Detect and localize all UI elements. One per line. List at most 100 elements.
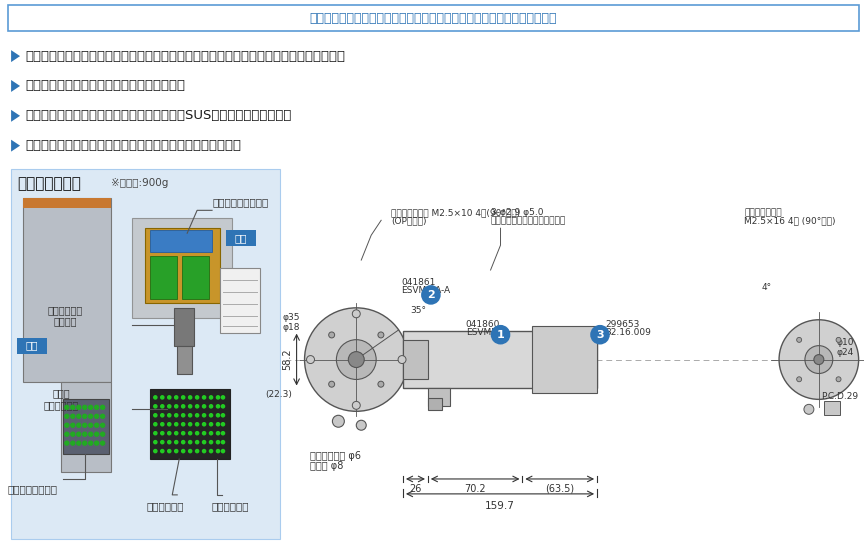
Circle shape xyxy=(175,449,178,453)
Circle shape xyxy=(94,424,99,427)
Circle shape xyxy=(83,414,87,418)
Circle shape xyxy=(71,441,74,445)
Text: 32.16.009: 32.16.009 xyxy=(605,328,650,337)
Circle shape xyxy=(349,351,364,367)
Circle shape xyxy=(202,396,206,399)
Circle shape xyxy=(77,405,80,409)
Text: ESVMR-A-A: ESVMR-A-A xyxy=(401,286,450,295)
Text: 159.7: 159.7 xyxy=(485,501,515,511)
Circle shape xyxy=(195,396,199,399)
FancyBboxPatch shape xyxy=(177,345,192,373)
FancyBboxPatch shape xyxy=(183,256,209,299)
Circle shape xyxy=(175,422,178,426)
Text: 70.2: 70.2 xyxy=(465,484,486,494)
Circle shape xyxy=(94,441,99,445)
Text: 供給口 φ8: 供給口 φ8 xyxy=(310,461,343,471)
Text: 微細なワークの確認には微細センサーユニットが最適です。: 微細なワークの確認には微細センサーユニットが最適です。 xyxy=(25,139,241,152)
Circle shape xyxy=(77,432,80,436)
Circle shape xyxy=(189,449,192,453)
Text: 041861: 041861 xyxy=(401,278,435,287)
Circle shape xyxy=(329,332,335,338)
Circle shape xyxy=(216,441,220,444)
Circle shape xyxy=(195,432,199,435)
Text: 円筒マルチエジェクターは、ジャングルジムSUSパイプの接続も可能。: 円筒マルチエジェクターは、ジャングルジムSUSパイプの接続も可能。 xyxy=(25,109,292,122)
Bar xyxy=(403,331,597,388)
Circle shape xyxy=(168,405,171,408)
Circle shape xyxy=(216,432,220,435)
FancyBboxPatch shape xyxy=(226,230,256,246)
Circle shape xyxy=(65,432,69,436)
Circle shape xyxy=(100,405,105,409)
Polygon shape xyxy=(11,80,20,92)
Circle shape xyxy=(195,441,199,444)
Circle shape xyxy=(161,441,163,444)
Circle shape xyxy=(168,396,171,399)
Circle shape xyxy=(209,449,213,453)
Circle shape xyxy=(182,396,185,399)
Circle shape xyxy=(209,396,213,399)
Circle shape xyxy=(154,449,157,453)
Circle shape xyxy=(154,405,157,408)
Bar xyxy=(532,326,597,393)
Text: (OP取付用): (OP取付用) xyxy=(391,216,426,225)
Bar xyxy=(428,388,450,406)
Text: 小型で高機能なマルチエジェクターを採用。: 小型で高機能なマルチエジェクターを採用。 xyxy=(25,79,185,92)
Circle shape xyxy=(175,396,178,399)
Polygon shape xyxy=(11,140,20,152)
Bar xyxy=(403,340,428,379)
Circle shape xyxy=(306,356,315,364)
Circle shape xyxy=(491,326,509,344)
Circle shape xyxy=(71,424,74,427)
Text: 3-φ2.9 φ5.0: 3-φ2.9 φ5.0 xyxy=(490,208,543,217)
Circle shape xyxy=(189,441,192,444)
Text: φ18: φ18 xyxy=(282,323,299,332)
Circle shape xyxy=(221,441,225,444)
Circle shape xyxy=(202,441,206,444)
Circle shape xyxy=(195,414,199,417)
Circle shape xyxy=(154,396,157,399)
Circle shape xyxy=(65,441,69,445)
FancyBboxPatch shape xyxy=(17,338,47,354)
Circle shape xyxy=(332,415,344,427)
Circle shape xyxy=(154,422,157,426)
Circle shape xyxy=(77,441,80,445)
Circle shape xyxy=(189,422,192,426)
Circle shape xyxy=(100,432,105,436)
Circle shape xyxy=(378,332,384,338)
Circle shape xyxy=(202,422,206,426)
FancyBboxPatch shape xyxy=(151,389,230,459)
Circle shape xyxy=(216,449,220,453)
Circle shape xyxy=(209,405,213,408)
Circle shape xyxy=(71,432,74,436)
Circle shape xyxy=(100,441,105,445)
Bar xyxy=(428,398,442,410)
Circle shape xyxy=(182,432,185,435)
Circle shape xyxy=(352,402,360,409)
Text: (22.3): (22.3) xyxy=(266,390,292,399)
Circle shape xyxy=(189,405,192,408)
Text: φ35: φ35 xyxy=(282,313,299,322)
Text: ※総重量:900g: ※総重量:900g xyxy=(111,178,168,189)
Circle shape xyxy=(779,320,859,399)
Text: (63.5): (63.5) xyxy=(545,484,574,494)
Circle shape xyxy=(836,337,841,342)
Circle shape xyxy=(161,432,163,435)
Circle shape xyxy=(175,441,178,444)
Circle shape xyxy=(182,449,185,453)
Circle shape xyxy=(336,340,376,379)
Circle shape xyxy=(422,286,439,304)
Circle shape xyxy=(356,420,366,430)
Circle shape xyxy=(161,422,163,426)
Circle shape xyxy=(352,310,360,318)
Circle shape xyxy=(202,414,206,417)
FancyBboxPatch shape xyxy=(23,199,111,382)
Circle shape xyxy=(182,405,185,408)
Text: 吸引ポケット: 吸引ポケット xyxy=(146,501,184,511)
Circle shape xyxy=(221,396,225,399)
Circle shape xyxy=(83,405,87,409)
Circle shape xyxy=(189,432,192,435)
Text: アインツにて設計製作が必要な場合、事前に技術資料が必要となります。: アインツにて設計製作が必要な場合、事前に技術資料が必要となります。 xyxy=(309,12,557,25)
Circle shape xyxy=(161,396,163,399)
Circle shape xyxy=(216,396,220,399)
Circle shape xyxy=(591,326,609,344)
